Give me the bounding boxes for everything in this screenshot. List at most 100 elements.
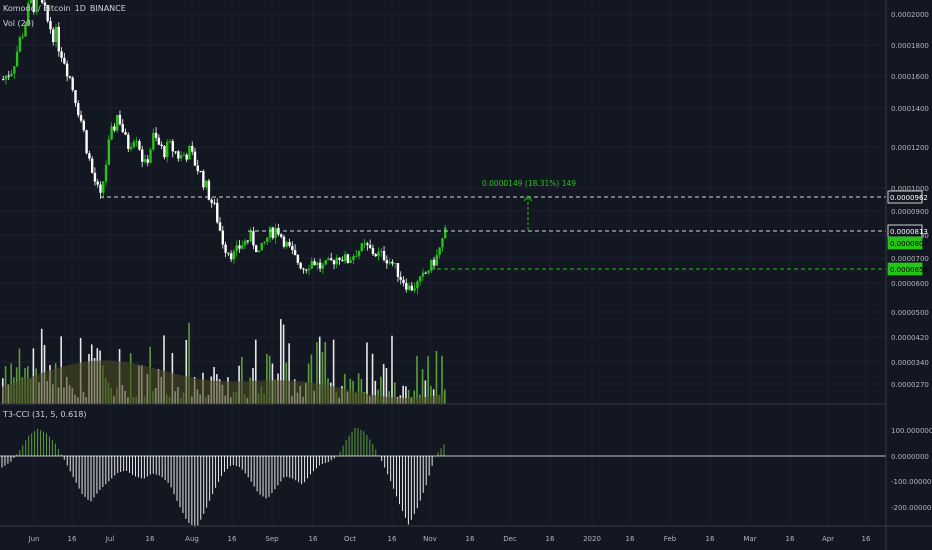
candle-body [257, 250, 261, 253]
candle-body [79, 115, 83, 121]
candle-body [274, 227, 277, 238]
interval-label[interactable]: 1D [74, 4, 86, 13]
indicator-legend[interactable]: T3-CCI (31, 5, 0.618) [3, 410, 91, 419]
measure-tool[interactable]: 0.0000149 (18.31%) 149 [482, 179, 576, 231]
candle-body [138, 141, 141, 150]
volume-bar [385, 368, 388, 404]
candle-body [27, 3, 30, 25]
price-tick-label: 0.0000900 [891, 208, 929, 216]
candle-body [324, 259, 327, 265]
volume-bar [430, 385, 432, 404]
volume-bar [18, 348, 21, 404]
candle-body [307, 268, 311, 270]
candle-body [157, 137, 161, 145]
cci-axis[interactable]: 100.0000000 0.0000000 -100.0000000 -200.000… [891, 427, 932, 512]
candle-body [188, 145, 191, 160]
time-tick-label: 16 [786, 535, 795, 543]
candle-body [182, 154, 186, 156]
candle-body [313, 261, 316, 266]
volume-bar [357, 373, 360, 404]
candle-body [341, 259, 344, 261]
candle-body [113, 126, 116, 131]
candle-body [102, 181, 105, 193]
volume-bar [254, 339, 257, 404]
horizontal-levels[interactable] [100, 196, 886, 270]
price-badge [887, 236, 923, 250]
cci-tick-label: 0.0000000 [891, 453, 929, 461]
candle-body [330, 258, 333, 261]
price-tick-label: 0.0000600 [891, 280, 929, 288]
candle-body [332, 260, 336, 265]
time-tick-label: Jul [105, 535, 115, 543]
candle-body [65, 63, 69, 77]
candle-body [232, 251, 236, 260]
candle-body [96, 181, 99, 185]
candle-body [2, 79, 5, 81]
candle-body [90, 158, 94, 173]
candle-body [302, 268, 305, 270]
price-tick-label: 0.0000700 [891, 255, 929, 263]
volume-bar [40, 328, 43, 404]
price-badge-label: 0.0000807 [890, 240, 928, 248]
candle-body [432, 259, 436, 266]
time-tick-label: 16 [388, 535, 397, 543]
volume-bar [441, 355, 443, 404]
price-tick-label: 0.0000500 [891, 309, 929, 317]
time-axis[interactable]: Jun 16 Jul 16 Aug 16 Sep 16 Oct 16 Nov 16 Dec 16 2020 1… [28, 535, 871, 543]
candle-body [252, 231, 255, 246]
candle-body [127, 134, 130, 149]
volume-bar [360, 379, 363, 404]
symbol-name[interactable]: Komodo / Bitcoin [3, 4, 71, 13]
volume-bar [288, 343, 290, 404]
candle-body [32, 0, 35, 12]
candle-body [413, 288, 416, 291]
candle-body [107, 139, 111, 165]
price-badge-label: 0.0000650 [890, 266, 928, 274]
candle-body [132, 141, 136, 148]
volume-legend[interactable]: Vol (20) [3, 19, 38, 28]
candle-body [99, 184, 102, 193]
price-tick-label: 0.0000420 [891, 334, 929, 342]
candle-body [154, 132, 158, 138]
candle-body [421, 272, 425, 277]
cci-tick-label: -200.0000000 [891, 504, 932, 512]
candle-body [279, 234, 283, 237]
volume-label: Vol (20) [3, 19, 34, 28]
time-tick-label: 16 [68, 535, 77, 543]
symbol-legend[interactable]: Komodo / Bitcoin 1D BINANCE [3, 4, 130, 13]
candle-body [18, 37, 22, 52]
candle-body [407, 285, 411, 290]
candle-body [146, 159, 149, 163]
candle-body [382, 251, 386, 261]
candle-body [160, 144, 163, 146]
volume-bar [268, 355, 271, 404]
candle-body [77, 103, 80, 116]
candle-body [438, 247, 441, 255]
candle-body [435, 254, 439, 266]
candle-body [285, 242, 288, 247]
candle-body [204, 180, 208, 188]
price-axis[interactable]: 0.0002000 0.0001800 0.0001600 0.0001400 0.00… [891, 11, 929, 389]
candle-body [335, 257, 338, 265]
price-badge-label: 0.0000962 [890, 194, 928, 202]
candle-body [366, 243, 369, 246]
candle-body [241, 245, 244, 249]
candle-body [405, 283, 408, 290]
candle-body [93, 172, 97, 182]
candle-body [115, 114, 119, 131]
candle-body [249, 231, 252, 242]
candle-body [238, 245, 241, 249]
candle-body [355, 255, 358, 257]
candle-body [196, 165, 199, 171]
candle-body [293, 250, 297, 255]
time-tick-label: 2020 [583, 535, 601, 543]
candle-body [121, 124, 124, 133]
volume-bar [321, 351, 324, 404]
time-tick-label: 16 [228, 535, 237, 543]
measure-arrow-icon [523, 195, 533, 202]
candle-body [288, 242, 291, 246]
time-tick-label: Mar [743, 535, 756, 543]
candle-body [399, 277, 402, 280]
